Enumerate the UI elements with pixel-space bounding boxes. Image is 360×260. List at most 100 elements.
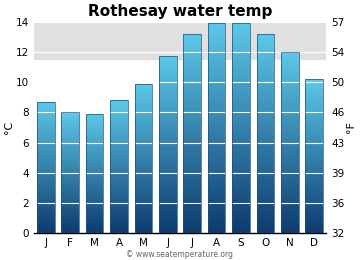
Bar (305, 166, 323, 167)
Bar (232, 32, 250, 33)
Bar (159, 162, 177, 163)
Bar (257, 216, 274, 217)
Bar (281, 62, 298, 63)
Bar (232, 96, 250, 97)
Bar (37, 188, 55, 189)
Bar (62, 216, 79, 217)
Bar (135, 200, 152, 201)
Bar (183, 122, 201, 124)
Bar (183, 186, 201, 187)
Bar (257, 139, 274, 140)
Bar (159, 184, 177, 185)
Bar (208, 38, 225, 39)
Bar (183, 206, 201, 207)
Bar (135, 88, 152, 89)
Bar (257, 38, 274, 39)
Bar (110, 173, 128, 174)
Bar (281, 80, 298, 81)
Bar (208, 133, 225, 134)
Bar (159, 168, 177, 169)
Bar (183, 165, 201, 166)
Bar (183, 210, 201, 211)
Bar (159, 114, 177, 115)
Bar (257, 208, 274, 209)
Bar (183, 153, 201, 154)
Bar (183, 119, 201, 120)
Bar (110, 200, 128, 201)
Bar (183, 107, 201, 108)
Bar (305, 190, 323, 191)
Bar (232, 151, 250, 152)
Bar (257, 176, 274, 177)
Bar (208, 225, 225, 226)
Bar (257, 168, 274, 169)
Bar (159, 64, 177, 65)
Bar (305, 186, 323, 187)
Bar (257, 60, 274, 61)
Bar (232, 28, 250, 29)
Bar (257, 214, 274, 215)
Bar (208, 68, 225, 69)
Bar (305, 160, 323, 161)
Bar (37, 186, 55, 187)
Bar (110, 215, 128, 216)
Bar (110, 161, 128, 162)
Bar (37, 176, 55, 177)
Bar (305, 86, 323, 87)
Bar (86, 216, 103, 217)
Bar (183, 38, 201, 39)
Bar (183, 75, 201, 76)
Bar (135, 127, 152, 128)
Bar (305, 127, 323, 128)
Bar (183, 110, 201, 112)
Bar (281, 105, 298, 106)
Bar (305, 108, 323, 109)
Bar (208, 169, 225, 170)
Bar (257, 54, 274, 55)
Bar (257, 62, 274, 63)
Bar (257, 41, 274, 42)
Bar (183, 114, 201, 115)
Bar (257, 98, 274, 99)
Bar (86, 171, 103, 172)
Bar (305, 87, 323, 88)
Bar (62, 134, 79, 135)
Bar (159, 69, 177, 70)
Bar (110, 157, 128, 158)
Bar (110, 104, 128, 105)
Bar (281, 202, 298, 203)
Bar (232, 30, 250, 31)
Bar (159, 148, 177, 149)
Bar (135, 154, 152, 155)
Bar (281, 115, 298, 116)
Bar (257, 128, 274, 129)
Bar (257, 71, 274, 72)
Bar (257, 187, 274, 188)
Bar (208, 122, 225, 123)
Bar (159, 139, 177, 140)
Bar (62, 135, 79, 136)
Bar (110, 133, 128, 134)
Bar (135, 162, 152, 163)
Bar (183, 55, 201, 56)
Bar (281, 138, 298, 139)
Bar (281, 135, 298, 136)
Bar (281, 205, 298, 206)
Bar (305, 140, 323, 141)
Bar (159, 104, 177, 105)
Bar (281, 183, 298, 184)
Bar (257, 82, 274, 83)
Bar (135, 173, 152, 174)
Bar (257, 183, 274, 184)
Bar (208, 88, 225, 89)
Bar (281, 155, 298, 156)
Bar (257, 147, 274, 148)
Bar (37, 110, 55, 111)
Bar (305, 104, 323, 105)
Bar (208, 198, 225, 199)
Bar (110, 144, 128, 145)
Bar (37, 115, 55, 116)
Bar (232, 141, 250, 142)
Bar (305, 155, 323, 156)
Bar (159, 219, 177, 220)
